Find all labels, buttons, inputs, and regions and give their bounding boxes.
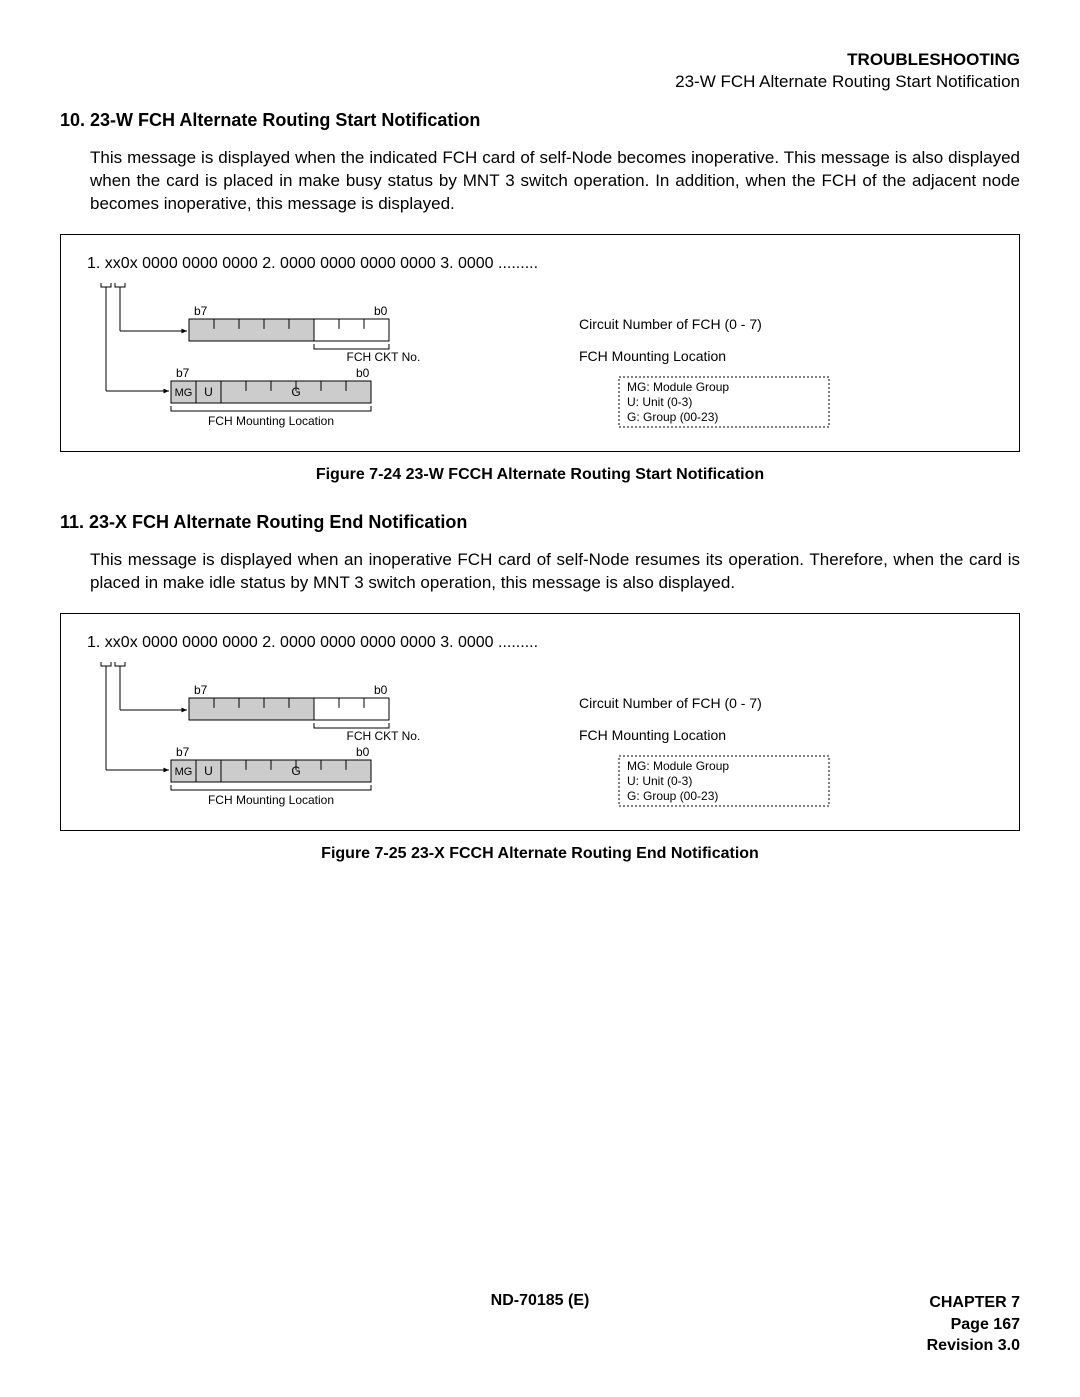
figure-24-diagram: b7 b0 FCH CKT No. MG U Gb7 b0 FCH Mounting Loca…: [79, 281, 989, 441]
page-footer: ND-70185 (E) CHAPTER 7 Page 167 Revision…: [60, 1292, 1020, 1357]
svg-text:b7: b7: [194, 304, 208, 318]
svg-text:b0: b0: [356, 745, 370, 759]
section-11-body: This message is displayed when an inoper…: [90, 549, 1020, 595]
svg-text:b0: b0: [356, 366, 370, 380]
svg-text:FCH Mounting Location: FCH Mounting Location: [208, 793, 334, 807]
figure-25-box: 1. xx0x 0000 0000 0000 2. 0000 0000 0000…: [60, 613, 1020, 831]
header-title: TROUBLESHOOTING: [60, 50, 1020, 70]
svg-text:G: G: [291, 385, 300, 399]
svg-text:FCH CKT No.: FCH CKT No.: [347, 729, 421, 743]
footer-chapter: CHAPTER 7: [700, 1292, 1020, 1314]
footer-revision: Revision 3.0: [700, 1335, 1020, 1357]
svg-text:MG: Module Group: MG: Module Group: [627, 380, 729, 394]
footer-page: Page 167: [700, 1314, 1020, 1336]
figure-25-dataline: 1. xx0x 0000 0000 0000 2. 0000 0000 0000…: [87, 634, 1001, 652]
figure-25-diagram: b7 b0 FCH CKT No. MG U Gb7 b0 FCH Mounting Loca…: [79, 660, 989, 820]
section-10-body: This message is displayed when the indic…: [90, 147, 1020, 216]
svg-text:G: Group (00-23): G: Group (00-23): [627, 789, 718, 803]
section-11-heading: 11. 23-X FCH Alternate Routing End Notif…: [60, 512, 1020, 533]
svg-text:b0: b0: [374, 304, 388, 318]
svg-text:FCH Mounting Location: FCH Mounting Location: [579, 727, 726, 743]
figure-24-caption: Figure 7-24 23-W FCCH Alternate Routing …: [60, 466, 1020, 484]
svg-text:MG: MG: [175, 387, 193, 399]
svg-text:U: Unit (0-3): U: Unit (0-3): [627, 395, 692, 409]
svg-text:FCH Mounting Location: FCH Mounting Location: [579, 348, 726, 364]
svg-text:U: U: [204, 385, 213, 399]
svg-text:b7: b7: [194, 683, 208, 697]
svg-text:b7: b7: [176, 366, 190, 380]
svg-text:U: U: [204, 764, 213, 778]
figure-24-box: 1. xx0x 0000 0000 0000 2. 0000 0000 0000…: [60, 234, 1020, 452]
svg-text:G: G: [291, 764, 300, 778]
svg-text:Circuit Number of FCH (0 - 7): Circuit Number of FCH (0 - 7): [579, 316, 762, 332]
svg-text:FCH CKT No.: FCH CKT No.: [347, 350, 421, 364]
svg-text:FCH Mounting Location: FCH Mounting Location: [208, 414, 334, 428]
figure-25-caption: Figure 7-25 23-X FCCH Alternate Routing …: [60, 845, 1020, 863]
footer-center: ND-70185 (E): [380, 1292, 700, 1357]
svg-text:Circuit Number of FCH (0 - 7): Circuit Number of FCH (0 - 7): [579, 695, 762, 711]
svg-text:MG: Module Group: MG: Module Group: [627, 759, 729, 773]
svg-text:U: Unit (0-3): U: Unit (0-3): [627, 774, 692, 788]
section-10-heading: 10. 23-W FCH Alternate Routing Start Not…: [60, 110, 1020, 131]
svg-text:MG: MG: [175, 766, 193, 778]
figure-24-dataline: 1. xx0x 0000 0000 0000 2. 0000 0000 0000…: [87, 255, 1001, 273]
page-header: TROUBLESHOOTING 23-W FCH Alternate Routi…: [60, 50, 1020, 92]
svg-text:b7: b7: [176, 745, 190, 759]
svg-text:G: Group (00-23): G: Group (00-23): [627, 410, 718, 424]
svg-text:b0: b0: [374, 683, 388, 697]
header-subtitle: 23-W FCH Alternate Routing Start Notific…: [60, 72, 1020, 92]
